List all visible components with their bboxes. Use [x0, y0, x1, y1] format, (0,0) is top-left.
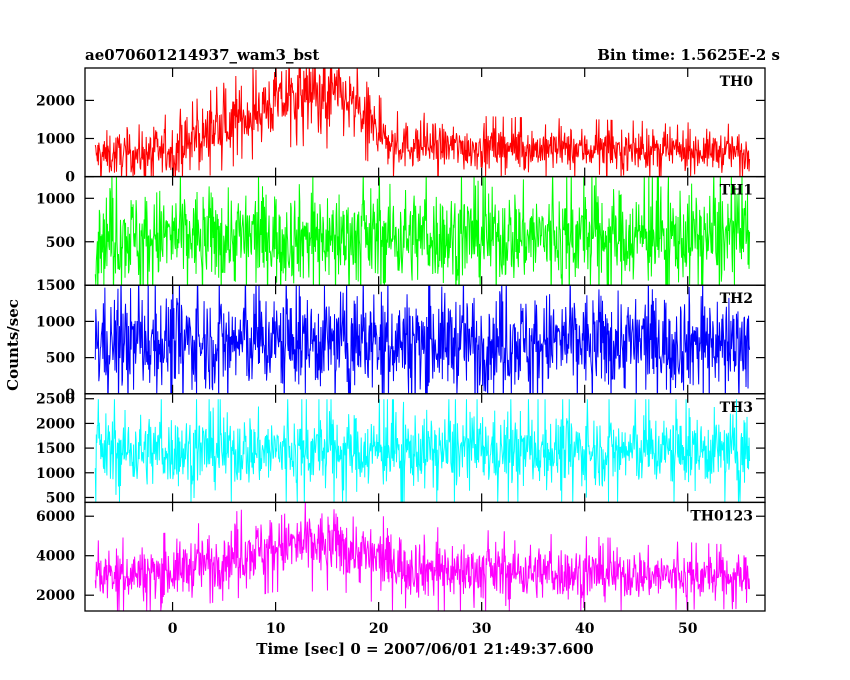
y-tick-label: 0 [65, 170, 75, 186]
y-tick-label: 2000 [36, 588, 75, 604]
series-th2 [94, 285, 751, 394]
y-tick-label: 500 [46, 351, 75, 367]
series-th3 [94, 399, 751, 503]
source-name: ae070601214937_wam3_bst [85, 46, 319, 64]
y-tick-label: 6000 [36, 509, 75, 525]
series-th1 [94, 176, 751, 286]
y-tick-label: 0 [65, 387, 75, 403]
y-tick-label: 2500 [36, 392, 75, 408]
y-tick-label: 500 [46, 235, 75, 251]
y-tick-label: 1000 [36, 314, 75, 330]
panel-label-th0123: TH0123 [690, 508, 753, 524]
series-th0123 [94, 502, 751, 611]
y-tick-label: 0 [65, 278, 75, 294]
bin-time-label: Bin time: 1.5625E-2 s [597, 46, 780, 64]
y-tick-label: 1000 [36, 191, 75, 207]
x-axis-label: Time [sec] 0 = 2007/06/01 21:49:37.600 [256, 640, 593, 658]
panel-frame-th0123 [84, 501, 766, 612]
y-tick-label: 1500 [36, 278, 75, 294]
series-th0 [94, 68, 751, 177]
x-tick-label: 40 [575, 621, 595, 637]
y-tick-label: 1000 [36, 131, 75, 147]
y-axis-label: Counts/sec [4, 299, 22, 391]
x-tick-label: 20 [369, 621, 389, 637]
panel-label-th2: TH2 [720, 291, 753, 307]
panel-label-th3: TH3 [720, 400, 753, 416]
y-tick-label: 2000 [36, 93, 75, 109]
panels-group: 010002000TH005001000TH1050010001500TH250… [36, 67, 766, 637]
x-tick-label: 50 [678, 621, 698, 637]
y-tick-label: 2000 [36, 416, 75, 432]
y-tick-label: 500 [46, 490, 75, 506]
x-tick-label: 0 [168, 621, 178, 637]
y-tick-label: 1500 [36, 441, 75, 457]
panel-label-th0: TH0 [720, 74, 754, 90]
x-tick-label: 10 [266, 621, 286, 637]
panel-label-th1: TH1 [720, 183, 753, 199]
y-tick-label: 1000 [36, 466, 75, 482]
y-tick-label: 4000 [36, 549, 75, 565]
x-tick-label: 30 [472, 621, 492, 637]
